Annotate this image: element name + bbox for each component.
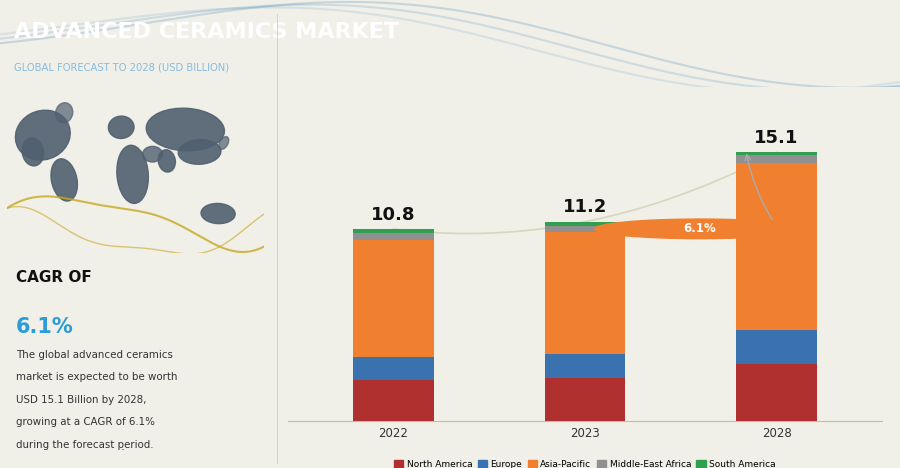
Ellipse shape — [117, 145, 148, 204]
Bar — [353, 229, 434, 234]
Ellipse shape — [51, 159, 77, 201]
Text: 6.1%: 6.1% — [16, 317, 74, 337]
Circle shape — [595, 219, 806, 239]
Ellipse shape — [22, 138, 43, 166]
Legend: North America, Europe, Asia-Pacific, Middle-East Africa, South America: North America, Europe, Asia-Pacific, Mid… — [391, 457, 779, 468]
Text: GLOBAL FORECAST TO 2028 (USD BILLION): GLOBAL FORECAST TO 2028 (USD BILLION) — [14, 62, 229, 73]
Text: market is expected to be worth: market is expected to be worth — [16, 372, 177, 382]
Text: .: . — [121, 440, 125, 453]
Bar — [736, 155, 817, 163]
Bar — [736, 364, 817, 421]
Ellipse shape — [146, 108, 224, 151]
Bar — [353, 380, 434, 421]
Bar — [544, 226, 626, 233]
Text: 10.8: 10.8 — [371, 205, 416, 224]
Bar — [353, 357, 434, 380]
Bar — [544, 353, 626, 379]
Text: 11.2: 11.2 — [562, 198, 608, 216]
Bar — [544, 222, 626, 226]
Ellipse shape — [15, 110, 70, 160]
Bar — [353, 234, 434, 240]
Bar — [544, 233, 626, 353]
Text: ADVANCED CERAMICS MARKET: ADVANCED CERAMICS MARKET — [14, 22, 399, 42]
Ellipse shape — [201, 204, 235, 224]
Bar — [736, 152, 817, 155]
Ellipse shape — [142, 146, 163, 162]
Text: 6.1%: 6.1% — [684, 222, 716, 235]
Text: CAGR OF: CAGR OF — [16, 270, 92, 285]
Bar — [544, 379, 626, 421]
Text: growing at a CAGR of 6.1%: growing at a CAGR of 6.1% — [16, 417, 155, 427]
Ellipse shape — [178, 139, 220, 164]
Text: during the forecast period.: during the forecast period. — [16, 440, 153, 450]
Ellipse shape — [56, 102, 73, 123]
Text: The global advanced ceramics: The global advanced ceramics — [16, 350, 173, 359]
Text: 15.1: 15.1 — [754, 129, 799, 147]
Ellipse shape — [158, 150, 176, 172]
Ellipse shape — [108, 116, 134, 139]
Bar — [736, 330, 817, 364]
Text: USD 15.1 Billion by 2028,: USD 15.1 Billion by 2028, — [16, 395, 147, 405]
Ellipse shape — [219, 137, 229, 149]
Bar — [736, 163, 817, 330]
Bar — [353, 240, 434, 357]
